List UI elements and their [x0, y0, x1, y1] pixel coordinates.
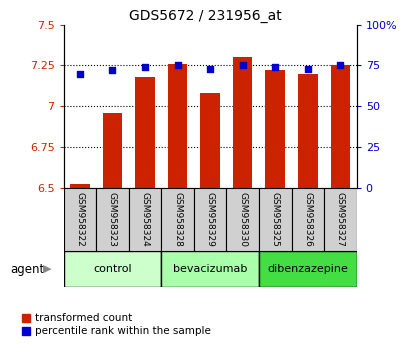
Bar — [232, 57, 252, 188]
Bar — [226, 188, 258, 251]
Point — [174, 63, 180, 68]
Bar — [135, 77, 154, 188]
Text: GSM958328: GSM958328 — [173, 192, 182, 247]
Bar — [258, 188, 291, 251]
Point — [109, 68, 115, 73]
Text: GSM958322: GSM958322 — [75, 192, 84, 247]
Bar — [265, 70, 284, 188]
Point — [304, 66, 310, 72]
Bar — [324, 188, 356, 251]
Bar — [96, 188, 128, 251]
Point — [336, 63, 343, 68]
Bar — [161, 188, 193, 251]
Text: bevacizumab: bevacizumab — [173, 264, 247, 274]
Legend: transformed count, percentile rank within the sample: transformed count, percentile rank withi… — [22, 313, 211, 336]
Bar — [291, 188, 324, 251]
Text: GSM958327: GSM958327 — [335, 192, 344, 247]
Text: control: control — [93, 264, 131, 274]
Bar — [63, 188, 96, 251]
Text: GSM958326: GSM958326 — [303, 192, 312, 247]
Text: GSM958325: GSM958325 — [270, 192, 279, 247]
Text: dibenzazepine: dibenzazepine — [267, 264, 347, 274]
Text: GSM958330: GSM958330 — [238, 192, 247, 247]
Text: agent: agent — [10, 263, 45, 275]
Text: GSM958329: GSM958329 — [205, 192, 214, 247]
Bar — [258, 251, 356, 287]
Bar — [330, 65, 349, 188]
Bar — [167, 64, 187, 188]
Point — [206, 66, 213, 72]
Text: GDS5672 / 231956_at: GDS5672 / 231956_at — [128, 9, 281, 23]
Bar — [102, 113, 122, 188]
Bar — [193, 188, 226, 251]
Point — [239, 63, 245, 68]
Bar — [161, 251, 258, 287]
Point — [142, 64, 148, 70]
Bar — [70, 184, 90, 188]
Bar — [297, 74, 317, 188]
Text: GSM958324: GSM958324 — [140, 192, 149, 247]
Point — [76, 71, 83, 76]
Bar — [128, 188, 161, 251]
Bar — [200, 93, 219, 188]
Text: GSM958323: GSM958323 — [108, 192, 117, 247]
Bar — [63, 251, 161, 287]
Point — [271, 64, 278, 70]
Text: ▶: ▶ — [43, 264, 51, 274]
